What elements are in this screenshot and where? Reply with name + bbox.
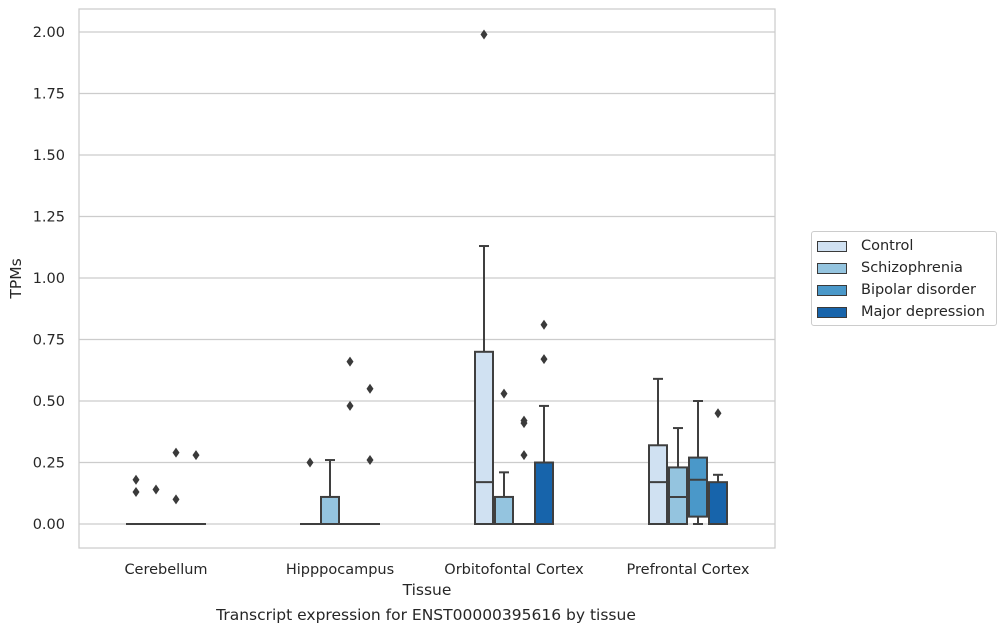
legend-swatch-bipolar-disorder	[817, 284, 847, 296]
y-tick-label: 0.00	[33, 517, 65, 533]
outlier-point	[152, 484, 160, 495]
y-tick-label: 0.75	[33, 333, 65, 349]
box-schizophrenia-prefrontal-cortex	[668, 427, 688, 526]
legend: Control Schizophrenia Bipolar disorder M…	[811, 231, 997, 326]
outlier-point	[132, 474, 140, 485]
y-tick-label: 1.75	[33, 87, 65, 103]
legend-label-major-depression: Major depression	[861, 304, 985, 320]
outlier-point	[540, 319, 548, 330]
legend-label-control: Control	[861, 238, 914, 254]
box-body	[494, 495, 514, 526]
box-control-prefrontal-cortex	[648, 377, 668, 525]
box-schizophrenia-orbitofontal-cortex	[494, 388, 514, 526]
box-body	[474, 350, 494, 525]
x-tick-label-prefrontal-cortex: Prefrontal Cortex	[627, 562, 750, 578]
box-control-orbitofontal-cortex	[474, 29, 494, 525]
outlier-point	[132, 487, 140, 498]
box-major-depression-prefrontal-cortex	[708, 408, 728, 525]
y-axis-label: TPMs	[7, 258, 25, 299]
plot-frame	[78, 8, 776, 549]
outlier-point	[346, 356, 354, 367]
box-bipolar-disorder-hipppocampus	[340, 356, 360, 526]
outlier-point	[714, 408, 722, 419]
outlier-point	[172, 447, 180, 458]
legend-item-bipolar-disorder: Bipolar disorder	[817, 281, 976, 299]
outlier-point	[540, 354, 548, 365]
box-body	[668, 466, 688, 526]
box-control-hipppocampus	[300, 457, 320, 526]
box-schizophrenia-hipppocampus	[320, 459, 340, 526]
outlier-point	[366, 383, 374, 394]
box-major-depression-hipppocampus	[360, 383, 380, 526]
legend-swatch-major-depression	[817, 306, 847, 318]
y-tick-label: 0.25	[33, 456, 65, 472]
outlier-point	[366, 455, 374, 466]
y-tick-label: 0.50	[33, 394, 65, 410]
box-schizophrenia-cerebellum	[146, 484, 166, 526]
outlier-point	[172, 494, 180, 505]
box-body	[648, 444, 668, 525]
boxes	[126, 29, 728, 526]
y-tick-label: 1.25	[33, 210, 65, 226]
outlier-point	[480, 29, 488, 40]
outlier-point	[520, 418, 528, 429]
x-axis-label: Tissue	[402, 581, 452, 599]
legend-label-schizophrenia: Schizophrenia	[861, 260, 963, 276]
box-major-depression-orbitofontal-cortex	[534, 319, 554, 525]
legend-item-schizophrenia: Schizophrenia	[817, 259, 963, 277]
box-body	[688, 456, 708, 518]
outlier-point	[500, 388, 508, 399]
legend-label-bipolar-disorder: Bipolar disorder	[861, 282, 976, 298]
tick-labels: 0.00 0.25 0.50 0.75 1.00 1.25 1.50 1.75 2.00 Cere…	[33, 25, 750, 578]
y-tick-label: 2.00	[33, 25, 65, 41]
box-body	[708, 481, 728, 525]
outlier-point	[520, 450, 528, 461]
box-body	[320, 495, 340, 526]
box-bipolar-disorder-cerebellum	[166, 447, 186, 526]
outlier-point	[192, 450, 200, 461]
legend-swatch-schizophrenia	[817, 262, 847, 274]
box-bipolar-disorder-prefrontal-cortex	[688, 400, 708, 525]
outlier-point	[306, 457, 314, 468]
outlier-point	[346, 400, 354, 411]
legend-item-control: Control	[817, 237, 913, 255]
y-tick-label: 1.50	[33, 148, 65, 164]
x-tick-label-cerebellum: Cerebellum	[124, 562, 207, 578]
box-major-depression-cerebellum	[186, 450, 206, 526]
gridlines	[79, 31, 775, 525]
chart-caption: Transcript expression for ENST0000039561…	[216, 606, 636, 624]
x-tick-label-hipppocampus: Hipppocampus	[286, 562, 394, 578]
box-control-cerebellum	[126, 474, 146, 526]
box-bipolar-disorder-orbitofontal-cortex	[514, 415, 534, 526]
box-body	[534, 461, 554, 525]
legend-swatch-control	[817, 240, 847, 252]
y-tick-label: 1.00	[33, 271, 65, 287]
x-tick-label-orbitofontal-cortex: Orbitofontal Cortex	[444, 562, 584, 578]
legend-item-major-depression: Major depression	[817, 303, 985, 321]
